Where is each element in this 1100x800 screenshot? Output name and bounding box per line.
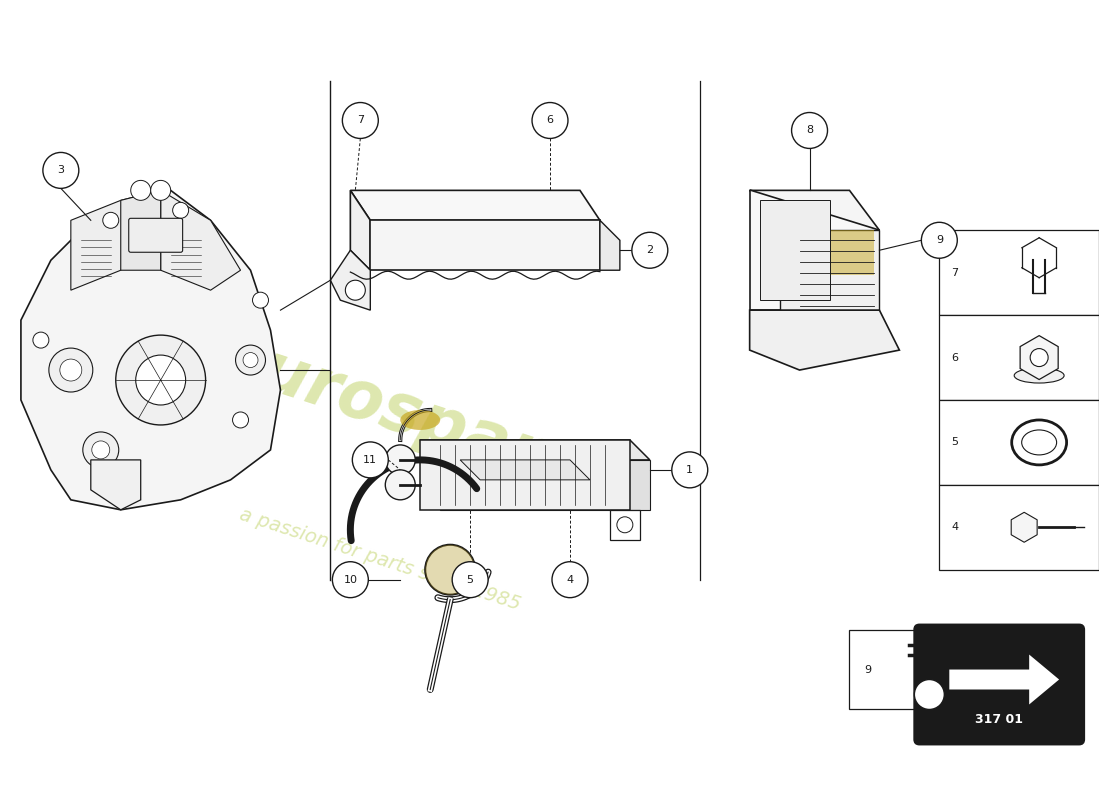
Ellipse shape bbox=[1012, 420, 1067, 465]
Ellipse shape bbox=[400, 410, 440, 430]
Text: 3: 3 bbox=[57, 166, 65, 175]
Circle shape bbox=[792, 113, 827, 149]
Circle shape bbox=[82, 432, 119, 468]
FancyBboxPatch shape bbox=[609, 510, 640, 540]
FancyBboxPatch shape bbox=[939, 400, 1099, 485]
Circle shape bbox=[426, 545, 475, 594]
Text: 10: 10 bbox=[343, 574, 358, 585]
Text: 8: 8 bbox=[806, 126, 813, 135]
Text: 7: 7 bbox=[952, 268, 958, 278]
Text: 4: 4 bbox=[566, 574, 573, 585]
Polygon shape bbox=[440, 460, 650, 510]
Text: 6: 6 bbox=[547, 115, 553, 126]
Polygon shape bbox=[350, 190, 371, 270]
Polygon shape bbox=[350, 190, 600, 220]
Circle shape bbox=[352, 442, 388, 478]
Text: 1: 1 bbox=[686, 465, 693, 475]
Polygon shape bbox=[760, 200, 829, 300]
Polygon shape bbox=[750, 190, 879, 310]
Circle shape bbox=[426, 545, 475, 594]
Text: 317 01: 317 01 bbox=[976, 713, 1023, 726]
Circle shape bbox=[33, 332, 48, 348]
FancyBboxPatch shape bbox=[914, 625, 1085, 745]
Circle shape bbox=[151, 180, 170, 200]
Circle shape bbox=[91, 441, 110, 459]
Circle shape bbox=[672, 452, 707, 488]
Circle shape bbox=[235, 345, 265, 375]
Polygon shape bbox=[1011, 512, 1037, 542]
Circle shape bbox=[914, 679, 944, 710]
Polygon shape bbox=[91, 460, 141, 510]
FancyBboxPatch shape bbox=[849, 630, 989, 710]
FancyBboxPatch shape bbox=[939, 485, 1099, 570]
Circle shape bbox=[345, 280, 365, 300]
Circle shape bbox=[135, 355, 186, 405]
Ellipse shape bbox=[1022, 430, 1057, 455]
FancyBboxPatch shape bbox=[939, 315, 1099, 400]
Polygon shape bbox=[330, 250, 371, 310]
Text: 6: 6 bbox=[952, 353, 958, 362]
Polygon shape bbox=[70, 190, 161, 290]
Text: 9: 9 bbox=[936, 235, 943, 246]
Polygon shape bbox=[371, 220, 600, 270]
Text: 9: 9 bbox=[865, 665, 871, 674]
Circle shape bbox=[631, 232, 668, 268]
Circle shape bbox=[173, 202, 188, 218]
Circle shape bbox=[43, 153, 79, 188]
FancyBboxPatch shape bbox=[939, 230, 1099, 315]
Text: a passion for parts since 1985: a passion for parts since 1985 bbox=[238, 505, 524, 614]
Circle shape bbox=[552, 562, 587, 598]
Text: 4: 4 bbox=[952, 522, 958, 532]
FancyBboxPatch shape bbox=[800, 230, 874, 275]
Circle shape bbox=[48, 348, 92, 392]
Text: 7: 7 bbox=[356, 115, 364, 126]
Polygon shape bbox=[420, 440, 630, 510]
Circle shape bbox=[1031, 349, 1048, 366]
FancyBboxPatch shape bbox=[129, 218, 183, 252]
Polygon shape bbox=[121, 190, 161, 270]
Circle shape bbox=[452, 562, 488, 598]
Polygon shape bbox=[949, 654, 1059, 705]
Circle shape bbox=[922, 222, 957, 258]
Circle shape bbox=[532, 102, 568, 138]
Text: 5: 5 bbox=[466, 574, 474, 585]
Polygon shape bbox=[161, 190, 241, 290]
Circle shape bbox=[131, 180, 151, 200]
Polygon shape bbox=[420, 440, 650, 460]
Polygon shape bbox=[780, 230, 879, 310]
Polygon shape bbox=[600, 220, 620, 270]
Circle shape bbox=[332, 562, 368, 598]
Polygon shape bbox=[1020, 336, 1058, 379]
Circle shape bbox=[253, 292, 268, 308]
Circle shape bbox=[617, 517, 632, 533]
Text: 11: 11 bbox=[363, 455, 377, 465]
Polygon shape bbox=[750, 310, 900, 370]
Text: eurospares: eurospares bbox=[210, 323, 630, 517]
Text: 2: 2 bbox=[647, 246, 653, 255]
Circle shape bbox=[102, 212, 119, 228]
Polygon shape bbox=[750, 190, 879, 230]
Polygon shape bbox=[460, 460, 590, 480]
Text: 5: 5 bbox=[952, 438, 958, 447]
Circle shape bbox=[232, 412, 249, 428]
Circle shape bbox=[59, 359, 81, 381]
Circle shape bbox=[243, 353, 258, 367]
Circle shape bbox=[385, 470, 415, 500]
Polygon shape bbox=[21, 190, 280, 510]
Circle shape bbox=[116, 335, 206, 425]
Circle shape bbox=[342, 102, 378, 138]
Ellipse shape bbox=[1014, 368, 1064, 383]
Circle shape bbox=[385, 445, 415, 475]
